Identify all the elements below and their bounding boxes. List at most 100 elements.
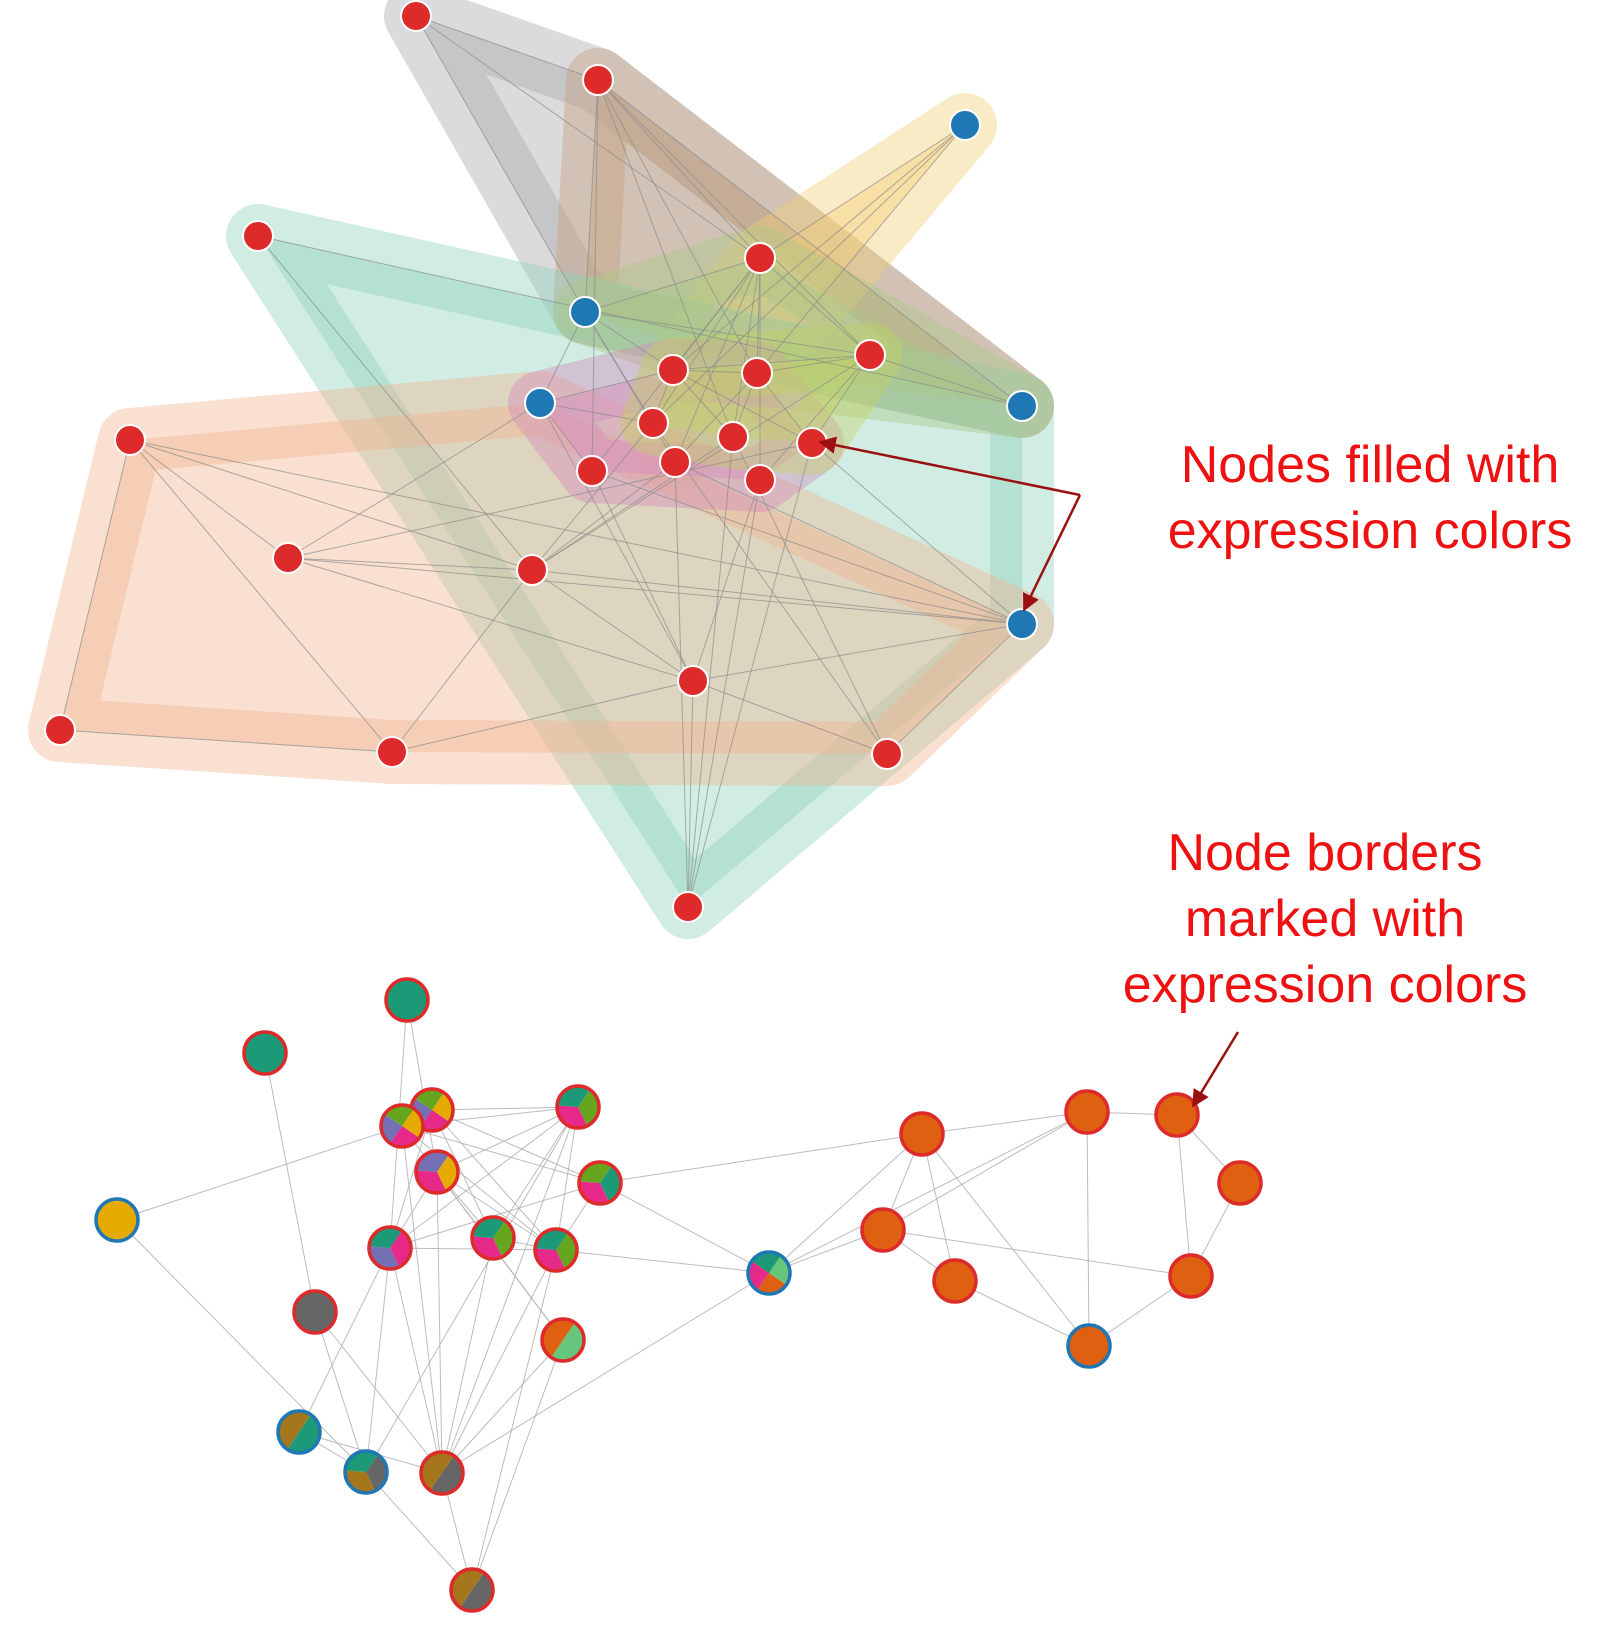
node-border: [379, 1103, 425, 1149]
node: [637, 407, 669, 439]
pie-node: [94, 1197, 140, 1243]
node-border: [1154, 1092, 1200, 1138]
pie-slice: [432, 1092, 453, 1122]
pie-node: [292, 1289, 338, 1335]
edge: [882, 1111, 1088, 1231]
pie-slice: [757, 1273, 787, 1294]
node: [659, 446, 691, 478]
edge: [539, 402, 654, 424]
edge: [365, 1106, 579, 1473]
pie-slice: [769, 1255, 790, 1285]
edge: [436, 1106, 579, 1173]
pie-node: [470, 1215, 516, 1261]
edge: [287, 557, 1023, 625]
pie-slice: [556, 1232, 578, 1269]
pie-slice: [386, 979, 428, 1021]
annotation-border-line: expression colors: [1122, 956, 1528, 1014]
pie-slice: [420, 1110, 450, 1132]
pie-node: [932, 1258, 978, 1304]
edge: [471, 1339, 564, 1591]
pie-node: [1168, 1253, 1214, 1299]
pie-slice: [381, 1114, 402, 1144]
node-border: [414, 1149, 460, 1195]
node: [672, 891, 704, 923]
pie-slice: [862, 1209, 904, 1251]
edge: [314, 1311, 443, 1474]
edge: [431, 1106, 579, 1111]
edge: [687, 436, 734, 908]
edge: [882, 1229, 1192, 1277]
edge: [129, 439, 533, 571]
node: [677, 665, 709, 697]
edge: [597, 79, 758, 374]
pie-slice: [430, 1455, 463, 1494]
edge: [431, 1109, 601, 1184]
pie-slice: [390, 1126, 420, 1147]
edge: [401, 1125, 557, 1251]
node-border: [1064, 1089, 1110, 1135]
pie-slice: [414, 1089, 444, 1110]
pie-node: [1154, 1092, 1200, 1138]
edge: [768, 1111, 1088, 1274]
edge: [687, 479, 761, 908]
edge: [759, 354, 871, 481]
node-border: [94, 1197, 140, 1243]
node-border: [1217, 1160, 1263, 1206]
edge: [599, 1182, 770, 1274]
annotation-fill: Nodes filled with expression colors: [1150, 432, 1590, 564]
pie-slice: [542, 1319, 575, 1358]
edge: [597, 79, 1023, 407]
pie-node: [1064, 1089, 1110, 1135]
node: [569, 296, 601, 328]
node-border: [449, 1567, 495, 1613]
edge: [365, 1247, 391, 1473]
node: [242, 220, 274, 252]
edge: [921, 1111, 1088, 1135]
edge: [584, 311, 674, 371]
edge: [768, 1133, 923, 1274]
annotation-fill-line: Nodes filled with: [1180, 436, 1560, 494]
pie-node: [343, 1449, 389, 1495]
edge: [674, 372, 758, 463]
pie-slice: [600, 1165, 621, 1202]
edge: [389, 1247, 557, 1251]
edge: [687, 442, 813, 908]
edge: [365, 1471, 473, 1591]
edge: [287, 402, 541, 559]
pie-node: [414, 1149, 460, 1195]
edge: [415, 15, 761, 259]
top-group-regions: [28, 0, 1054, 939]
node: [44, 714, 76, 746]
edge: [921, 1133, 956, 1282]
node-border: [899, 1111, 945, 1157]
edge: [674, 257, 761, 463]
pie-node: [860, 1207, 906, 1253]
pie-node: [1217, 1160, 1263, 1206]
edge: [954, 1280, 1090, 1347]
node: [1006, 390, 1038, 422]
edge: [652, 257, 761, 424]
node: [854, 339, 886, 371]
node: [114, 424, 146, 456]
pie-node: [449, 1567, 495, 1613]
edge: [116, 1219, 367, 1473]
edge: [539, 369, 674, 404]
pie-slice: [437, 1154, 458, 1191]
edge: [391, 680, 694, 753]
node-border: [577, 1160, 623, 1206]
node-border: [419, 1450, 465, 1496]
pie-slice: [1068, 1325, 1110, 1367]
pie-node: [367, 1225, 413, 1271]
edge: [921, 1133, 1090, 1347]
edge: [539, 402, 694, 682]
arrow-to-filled-node: [1022, 494, 1082, 612]
pie-slice: [96, 1199, 138, 1241]
edge: [531, 461, 676, 571]
arrow-to-bordered-node: [1191, 1031, 1240, 1108]
edge: [652, 124, 966, 424]
node: [524, 387, 556, 419]
node: [376, 736, 408, 768]
edge: [415, 15, 599, 81]
pie-slice: [1066, 1091, 1108, 1133]
edge: [584, 79, 599, 313]
